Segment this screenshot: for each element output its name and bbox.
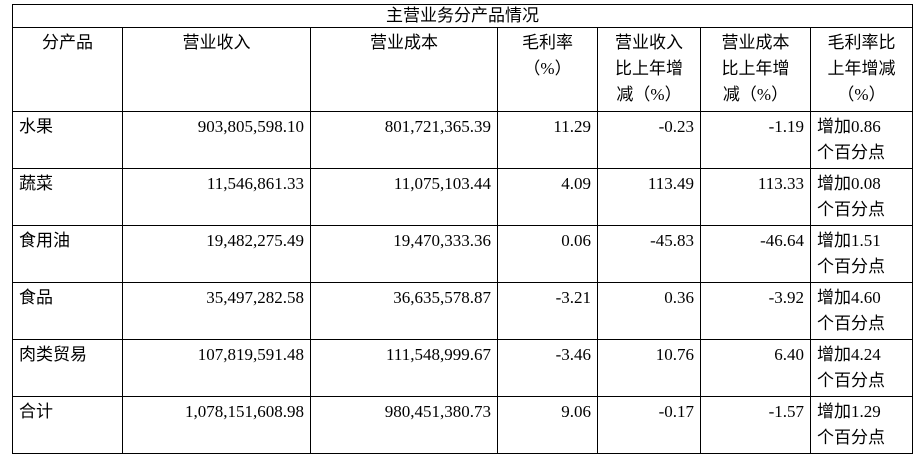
cell: -0.23 [597, 111, 701, 169]
cell: 903,805,598.10 [122, 111, 311, 169]
cell: 增加1.29 个百分点 [810, 396, 913, 454]
cell: 0.36 [597, 282, 701, 340]
cell: 增加4.60 个百分点 [810, 282, 913, 340]
cell: 9.06 [497, 396, 598, 454]
cell: 10.76 [597, 339, 701, 397]
cell: -45.83 [597, 225, 701, 283]
table-title: 主营业务分产品情况 [12, 4, 913, 28]
cell: -1.19 [700, 111, 811, 169]
cell: 19,482,275.49 [122, 225, 311, 283]
cell: 4.09 [497, 168, 598, 226]
header-cell: 毛利率比 上年增减 （%） [810, 27, 913, 112]
cell: 107,819,591.48 [122, 339, 311, 397]
cell: 111,548,999.67 [310, 339, 498, 397]
header-cell: 毛利率 （%） [497, 27, 598, 112]
cell: 增加0.86 个百分点 [810, 111, 913, 169]
cell: 食用油 [12, 225, 123, 283]
cell: -46.64 [700, 225, 811, 283]
cell: 19,470,333.36 [310, 225, 498, 283]
cell: -3.21 [497, 282, 598, 340]
cell: 113.49 [597, 168, 701, 226]
cell: 增加1.51 个百分点 [810, 225, 913, 283]
header-cell: 营业成本 [310, 27, 498, 112]
data-row: 合计 1,078,151,608.98 980,451,380.73 9.06 -0.1… [12, 396, 913, 454]
data-row: 蔬菜 11,546,861.33 11,075,103.44 4.09 113.49 11… [12, 168, 913, 226]
cell: 0.06 [497, 225, 598, 283]
page: 主营业务分产品情况 分产品 营业收入 营业成本 毛利率 （%） 营业收入 比上年增 减（… [0, 4, 922, 454]
data-row: 水果 903,805,598.10 801,721,365.39 11.29 -0.23… [12, 111, 913, 169]
data-row: 食品 35,497,282.58 36,635,578.87 -3.21 0.36 -3.… [12, 282, 913, 340]
title-row: 主营业务分产品情况 [12, 4, 913, 28]
cell: 1,078,151,608.98 [122, 396, 311, 454]
header-cell: 营业收入 [122, 27, 311, 112]
header-cell: 营业成本 比上年增 减（%） [700, 27, 811, 112]
cell: 合计 [12, 396, 123, 454]
table-body: 主营业务分产品情况 分产品 营业收入 营业成本 毛利率 （%） 营业收入 比上年增 减（… [12, 4, 913, 454]
cell: 增加4.24 个百分点 [810, 339, 913, 397]
cell: 11.29 [497, 111, 598, 169]
cell: 肉类贸易 [12, 339, 123, 397]
header-cell: 分产品 [12, 27, 123, 112]
cell: 11,075,103.44 [310, 168, 498, 226]
data-row: 食用油 19,482,275.49 19,470,333.36 0.06 -45.83-… [12, 225, 913, 283]
cell: 36,635,578.87 [310, 282, 498, 340]
data-row: 肉类贸易 107,819,591.48 111,548,999.67 -3.46 10.… [12, 339, 913, 397]
cell: 蔬菜 [12, 168, 123, 226]
cell: 11,546,861.33 [122, 168, 311, 226]
cell: 水果 [12, 111, 123, 169]
cell: -3.92 [700, 282, 811, 340]
cell: 35,497,282.58 [122, 282, 311, 340]
cell: -3.46 [497, 339, 598, 397]
product-table: 主营业务分产品情况 分产品 营业收入 营业成本 毛利率 （%） 营业收入 比上年增 减（… [12, 4, 913, 454]
cell: 801,721,365.39 [310, 111, 498, 169]
cell: 增加0.08 个百分点 [810, 168, 913, 226]
cell: 113.33 [700, 168, 811, 226]
cell: 食品 [12, 282, 123, 340]
header-cell: 营业收入 比上年增 减（%） [597, 27, 701, 112]
header-row: 分产品 营业收入 营业成本 毛利率 （%） 营业收入 比上年增 减（%） 营业成本 比上年… [12, 27, 913, 112]
cell: 6.40 [700, 339, 811, 397]
